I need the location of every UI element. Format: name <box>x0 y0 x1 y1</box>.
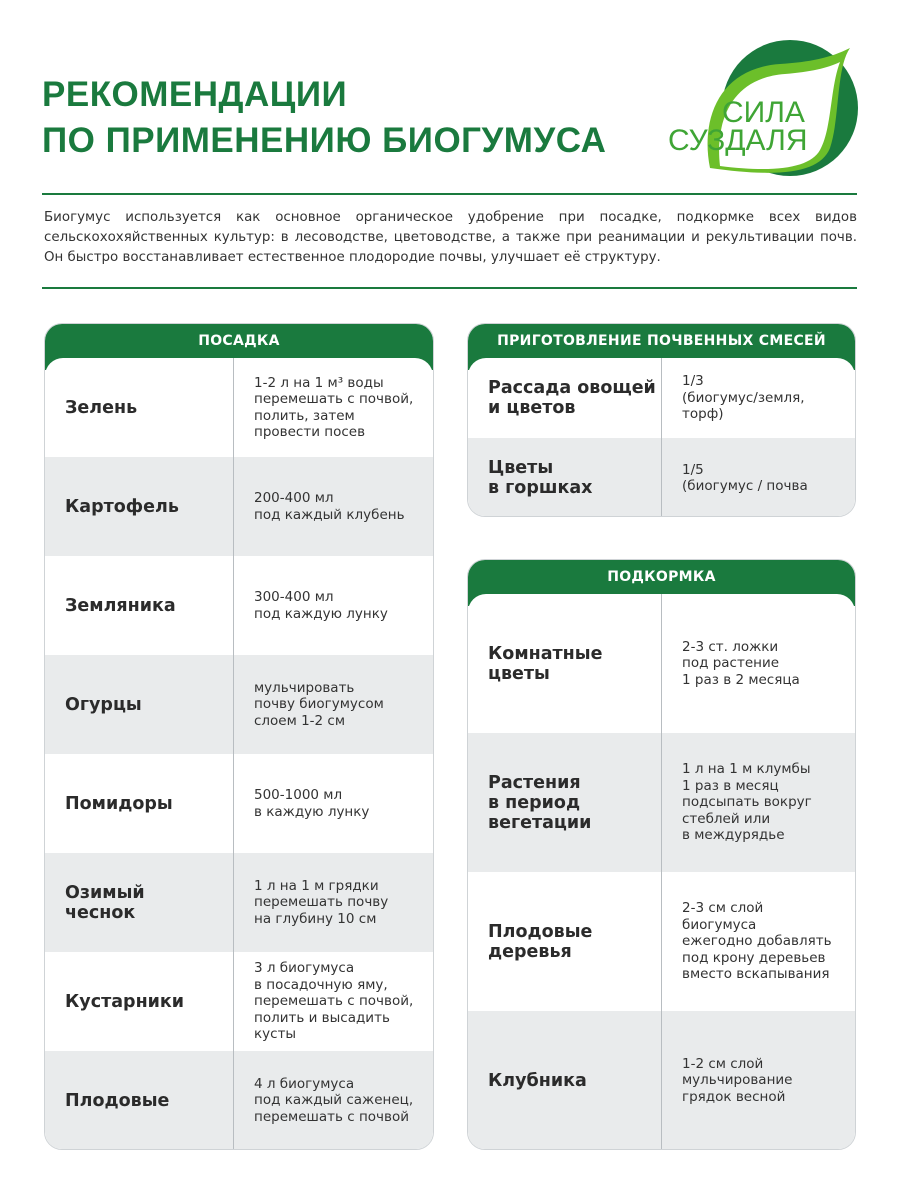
crop-name: Комнатные цветы <box>488 643 603 684</box>
crop-name: Зелень <box>65 397 138 418</box>
intro-text: Биогумус используется как основное орган… <box>44 210 857 265</box>
crop-name: Клубника <box>488 1070 587 1091</box>
dosage-text: 200-400 мл под каждый клубень <box>254 490 405 523</box>
logo-line2: СУЗДАЛЯ <box>668 124 808 157</box>
table-row: Зелень 1-2 л на 1 м³ воды перемешать с по… <box>45 358 433 457</box>
table-row: Помидоры 500-1000 мл в каждую лунку <box>45 754 433 853</box>
dosage-text: 3 л биогумуса в посадочную яму, перемеша… <box>254 960 414 1043</box>
dosage: 1 л на 1 м клумбы 1 раз в месяц подсыпат… <box>661 733 812 872</box>
dosage: 500-1000 мл в каждую лунку <box>233 754 369 853</box>
divider <box>42 287 857 289</box>
dosage: 2-3 см слой биогумуса ежегодно добавлять… <box>661 872 832 1011</box>
page-title: РЕКОМЕНДАЦИИ ПО ПРИМЕНЕНИЮ БИОГУМУСА <box>42 75 607 160</box>
crop-name: Кустарники <box>65 991 185 1012</box>
crop-name: Плодовые <box>65 1090 170 1111</box>
dosage: мульчировать почву биогумусом слоем 1-2 … <box>233 655 384 754</box>
dosage-text: 300-400 мл под каждую лунку <box>254 589 388 622</box>
crop-name: Цветы в горшках <box>488 458 593 498</box>
mixes-table: ПРИГОТОВЛЕНИЕ ПОЧВЕННЫХ СМЕСЕЙ Рассада о… <box>467 323 856 517</box>
crop-name: Озимый чеснок <box>65 882 145 923</box>
crop-name: Рассада овощей и цветов <box>488 378 656 418</box>
dosage-text: 1-2 см слой мульчирование грядок весной <box>682 1055 793 1105</box>
dosage-text: 2-3 см слой биогумуса ежегодно добавлять… <box>682 900 832 983</box>
crop-name: Картофель <box>65 496 179 517</box>
dosage: 1/5 (биогумус / почва <box>661 438 808 516</box>
table-row: Кустарники 3 л биогумуса в посадочную яму… <box>45 952 433 1051</box>
dosage: 1/3 (биогумус/земля, торф) <box>661 358 805 438</box>
dosage: 2-3 ст. ложки под растение 1 раз в 2 мес… <box>661 594 800 733</box>
divider <box>42 193 857 195</box>
logo: СИЛА СУЗДАЛЯ <box>660 28 870 188</box>
table-row: Комнатные цветы 2-3 ст. ложки под растени… <box>468 594 855 733</box>
dosage-text: 1-2 л на 1 м³ воды перемешать с почвой, … <box>254 374 414 441</box>
table-row: Плодовые деревья 2-3 см слой биогумуса еж… <box>468 872 855 1011</box>
crop-name: Земляника <box>65 595 176 616</box>
dosage-text: 1/3 (биогумус/земля, торф) <box>682 373 805 423</box>
dosage-text: 1 л на 1 м клумбы 1 раз в месяц подсыпат… <box>682 761 812 844</box>
table-row: Клубника 1-2 см слой мульчирование грядок… <box>468 1011 855 1149</box>
table-row: Картофель 200-400 мл под каждый клубень <box>45 457 433 556</box>
table-row: Огурцы мульчировать почву биогумусом слое… <box>45 655 433 754</box>
table-row: Озимый чеснок 1 л на 1 м грядки перемешат… <box>45 853 433 952</box>
crop-name: Огурцы <box>65 694 142 715</box>
table-row: Цветы в горшках 1/5 (биогумус / почва <box>468 438 855 516</box>
logo-line1: СИЛА <box>722 96 805 129</box>
leaf-logo-icon: СИЛА СУЗДАЛЯ <box>668 40 858 176</box>
table-row: Растения в период вегетации 1 л на 1 м кл… <box>468 733 855 872</box>
dosage: 1-2 см слой мульчирование грядок весной <box>661 1011 793 1149</box>
feeding-table: ПОДКОРМКА Комнатные цветы 2-3 ст. ложки п… <box>467 559 856 1150</box>
dosage-text: мульчировать почву биогумусом слоем 1-2 … <box>254 679 384 729</box>
dosage-text: 2-3 ст. ложки под растение 1 раз в 2 мес… <box>682 638 800 688</box>
dosage: 4 л биогумуса под каждый саженец, переме… <box>233 1051 414 1149</box>
dosage: 3 л биогумуса в посадочную яму, перемеша… <box>233 952 413 1051</box>
dosage: 1-2 л на 1 м³ воды перемешать с почвой, … <box>233 358 413 457</box>
dosage-text: 4 л биогумуса под каждый саженец, переме… <box>254 1075 414 1125</box>
table-row: Плодовые 4 л биогумуса под каждый саженец… <box>45 1051 433 1149</box>
dosage-text: 1 л на 1 м грядки перемешать почву на гл… <box>254 877 389 927</box>
planting-table: ПОСАДКА Зелень 1-2 л на 1 м³ воды перемеш… <box>44 323 434 1150</box>
dosage: 200-400 мл под каждый клубень <box>233 457 405 556</box>
crop-name: Растения в период вегетации <box>488 772 592 833</box>
table-row: Земляника 300-400 мл под каждую лунку <box>45 556 433 655</box>
table-row: Рассада овощей и цветов 1/3 (биогумус/зем… <box>468 358 855 438</box>
dosage-text: 500-1000 мл в каждую лунку <box>254 787 370 820</box>
crop-name: Плодовые деревья <box>488 921 593 962</box>
dosage-text: 1/5 (биогумус / почва <box>682 461 808 495</box>
dosage: 1 л на 1 м грядки перемешать почву на гл… <box>233 853 388 952</box>
dosage: 300-400 мл под каждую лунку <box>233 556 388 655</box>
crop-name: Помидоры <box>65 793 173 814</box>
